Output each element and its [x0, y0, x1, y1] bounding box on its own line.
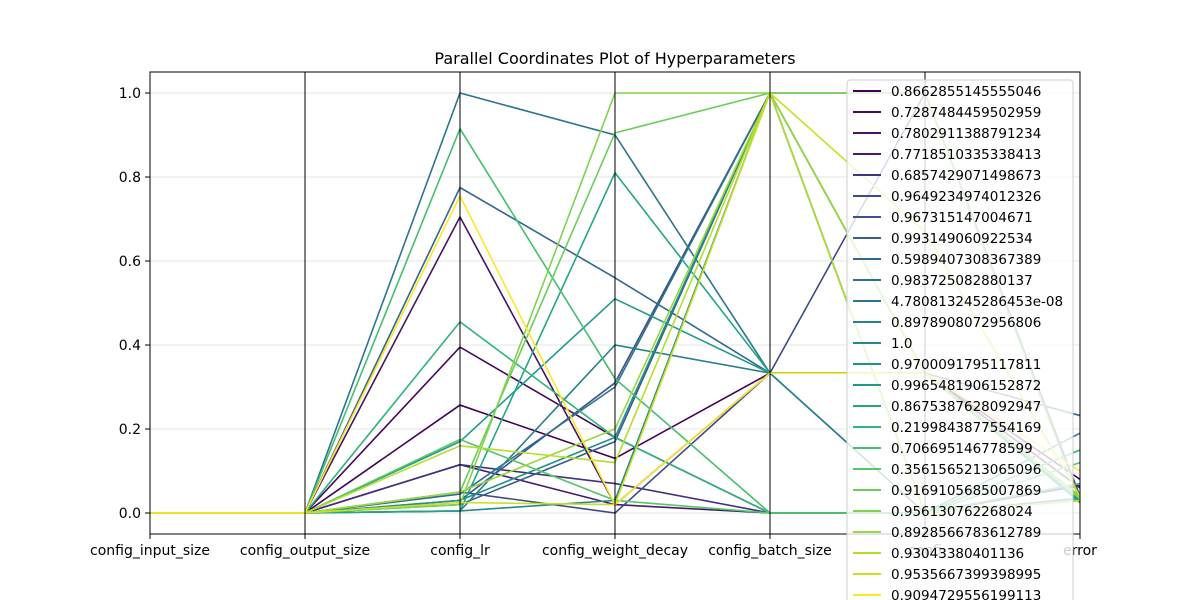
- y-tick-label: 0.0: [119, 506, 141, 522]
- legend-label: 4.780813245286453e-08: [891, 294, 1063, 310]
- legend-label: 0.2199843877554169: [891, 420, 1041, 436]
- legend-label: 0.9649234974012326: [891, 189, 1041, 205]
- legend-label: 0.7718510335338413: [891, 147, 1041, 163]
- legend-label: 0.9094729556199113: [891, 588, 1041, 600]
- legend-label: 0.8675387628092947: [891, 399, 1041, 415]
- x-tick-label: config_input_size: [90, 543, 210, 559]
- x-tick-label: config_output_size: [240, 543, 370, 559]
- legend-label: 0.983725082880137: [891, 273, 1033, 289]
- legend-label: 0.956130762268024: [891, 504, 1033, 520]
- legend-label: 0.967315147004671: [891, 210, 1033, 226]
- y-axis-ticks: 0.0 0.2 0.4 0.6 0.8 1.0: [119, 86, 150, 522]
- legend-box: [846, 79, 1074, 600]
- legend-label: 0.93043380401136: [891, 546, 1024, 562]
- y-tick-label: 0.4: [119, 338, 141, 354]
- legend-label: 0.9965481906152872: [891, 378, 1041, 394]
- legend-label: 0.9169105685007869: [891, 483, 1041, 499]
- y-tick-label: 0.6: [119, 254, 141, 270]
- legend-label: 0.706695146778599: [891, 441, 1033, 457]
- y-tick-label: 0.2: [119, 422, 141, 438]
- legend-label: 0.6857429071498673: [891, 168, 1041, 184]
- x-tick-label: config_batch_size: [708, 543, 832, 559]
- legend-label: 0.5989407308367389: [891, 252, 1041, 268]
- legend-label: 0.8978908072956806: [891, 315, 1041, 331]
- legend-label: 0.993149060922534: [891, 231, 1033, 247]
- y-tick-label: 1.0: [119, 86, 141, 102]
- legend-label: 0.7287484459502959: [891, 105, 1041, 121]
- legend-label: 0.7802911388791234: [891, 126, 1041, 142]
- legend-label: 0.8928566783612789: [891, 525, 1041, 541]
- legend-label: 0.8662855145555046: [891, 84, 1041, 100]
- x-tick-label: config_weight_decay: [542, 543, 688, 559]
- legend-label: 0.3561565213065096: [891, 462, 1041, 478]
- x-tick-label: config_lr: [430, 543, 490, 559]
- legend-label: 0.9700091795117811: [891, 357, 1041, 373]
- legend: 0.8662855145555046 0.7287484459502959 0.78…: [846, 79, 1074, 600]
- legend-label: 1.0: [891, 336, 912, 352]
- chart-title: Parallel Coordinates Plot of Hyperparame…: [434, 49, 795, 68]
- y-tick-label: 0.8: [119, 170, 141, 186]
- legend-label: 0.9535667399398995: [891, 567, 1041, 583]
